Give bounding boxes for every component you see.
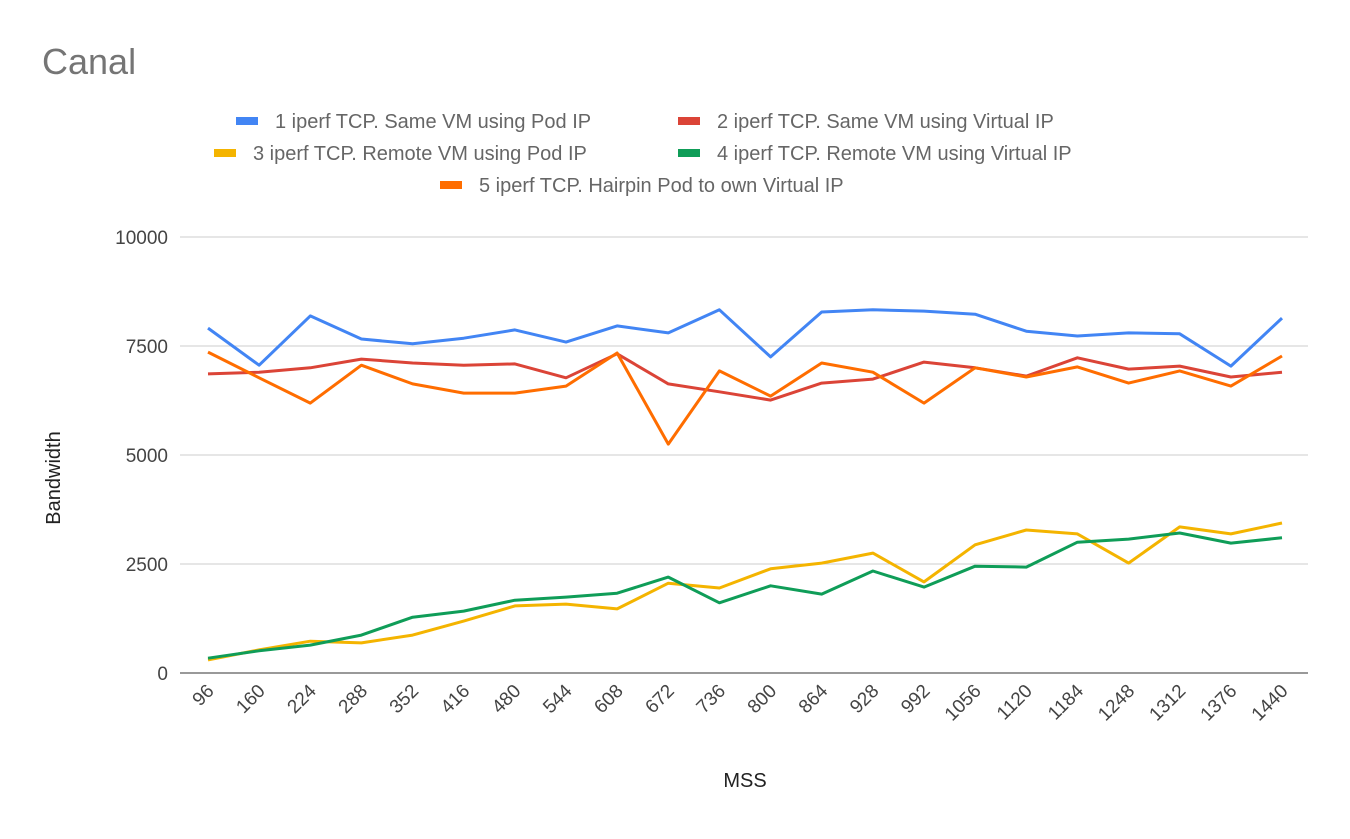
legend-label: 4 iperf TCP. Remote VM using Virtual IP <box>717 143 1072 165</box>
x-tick-label: 416 <box>437 681 474 718</box>
x-tick-label: 288 <box>335 681 372 718</box>
series-line-3 <box>207 521 1283 662</box>
legend: 1 iperf TCP. Same VM using Pod IP 2 iperf… <box>214 111 1072 197</box>
x-tick-label: 1120 <box>993 681 1037 725</box>
series-line-1 <box>207 308 1284 368</box>
chart-title: Canal <box>42 41 136 82</box>
x-tick-label: 1184 <box>1044 680 1088 724</box>
y-axis-label: Bandwidth <box>43 431 65 524</box>
x-tick-label: 992 <box>897 681 934 718</box>
x-tick-label: 1312 <box>1146 681 1191 726</box>
x-tick-label: 480 <box>488 681 525 718</box>
legend-label: 2 iperf TCP. Same VM using Virtual IP <box>717 111 1054 133</box>
series-line-5 <box>207 350 1283 446</box>
x-tick-label: 864 <box>795 680 833 718</box>
gridlines <box>180 236 1308 674</box>
legend-swatch <box>214 149 236 157</box>
series-lines <box>207 308 1284 662</box>
legend-swatch <box>236 117 258 125</box>
y-tick-label: 5000 <box>126 446 168 467</box>
series-line-2 <box>207 352 1283 402</box>
legend-swatch <box>678 117 700 125</box>
x-tick-label: 672 <box>642 681 679 718</box>
x-tick-label: 608 <box>590 681 627 718</box>
x-tick-label: 1056 <box>941 681 986 726</box>
x-tick-label: 544 <box>539 680 577 718</box>
y-tick-label: 2500 <box>126 555 168 576</box>
y-tick-label: 7500 <box>126 337 168 358</box>
legend-swatch <box>440 181 462 189</box>
y-axis-ticks: 0 2500 5000 7500 10000 <box>115 228 168 685</box>
x-tick-label: 160 <box>232 681 269 718</box>
x-tick-label: 800 <box>744 681 781 718</box>
x-tick-label: 736 <box>693 681 730 718</box>
y-tick-label: 10000 <box>115 228 168 249</box>
x-tick-label: 96 <box>189 681 219 711</box>
x-tick-label: 1440 <box>1248 681 1293 726</box>
legend-swatch <box>678 149 700 157</box>
legend-label: 3 iperf TCP. Remote VM using Pod IP <box>253 143 587 165</box>
x-tick-label: 928 <box>846 681 883 718</box>
x-axis-label: MSS <box>723 770 766 792</box>
x-tick-label: 1248 <box>1094 681 1139 726</box>
x-tick-label: 1376 <box>1197 681 1242 726</box>
x-tick-label: 352 <box>386 681 423 718</box>
legend-label: 5 iperf TCP. Hairpin Pod to own Virtual … <box>479 175 844 197</box>
series-line-4 <box>207 531 1283 660</box>
y-tick-label: 0 <box>157 664 168 685</box>
legend-label: 1 iperf TCP. Same VM using Pod IP <box>275 111 591 133</box>
x-axis-ticks: 96 160 224 288 352 416 480 544 608 672 736 800 864 92… <box>189 680 1293 725</box>
x-tick-label: 224 <box>284 680 322 718</box>
